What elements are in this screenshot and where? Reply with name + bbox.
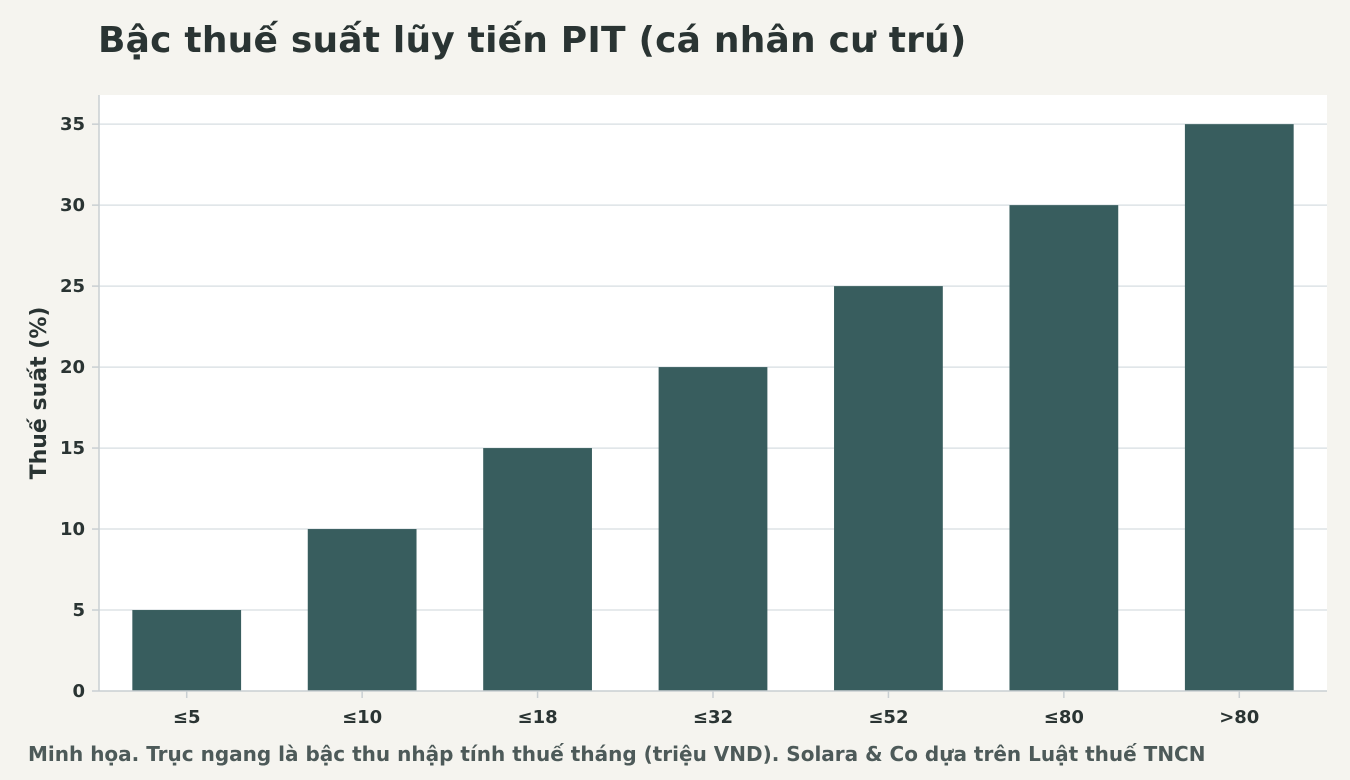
- y-tick-label: 0: [72, 681, 85, 702]
- x-tick-label: ≤18: [518, 707, 558, 728]
- x-tick-label: ≤52: [868, 707, 908, 728]
- x-tick-label: ≤32: [693, 707, 733, 728]
- bar: [1184, 124, 1294, 692]
- y-axis-title: Thuế suất (%): [27, 307, 52, 480]
- bar: [834, 286, 943, 691]
- bar: [1009, 205, 1119, 691]
- y-tick-label: 20: [60, 357, 85, 378]
- bar: [307, 529, 417, 691]
- x-tick-label: ≤80: [1044, 707, 1084, 728]
- y-tick-label: 25: [60, 276, 85, 297]
- y-tick-label: 30: [60, 195, 85, 216]
- chart-caption: Minh họa. Trục ngang là bậc thu nhập tín…: [28, 742, 1206, 766]
- x-tick-label: ≤5: [173, 707, 201, 728]
- x-tick-label: >80: [1219, 707, 1259, 728]
- bar: [132, 610, 242, 691]
- chart-title: Bậc thuế suất lũy tiến PIT (cá nhân cư t…: [98, 20, 967, 61]
- y-tick-label: 35: [60, 114, 85, 135]
- y-tick-label: 10: [60, 519, 85, 540]
- y-tick-label: 5: [72, 600, 85, 621]
- x-tick-label: ≤10: [342, 707, 382, 728]
- bar: [658, 367, 768, 691]
- bar: [483, 448, 592, 691]
- y-tick-label: 15: [60, 438, 85, 459]
